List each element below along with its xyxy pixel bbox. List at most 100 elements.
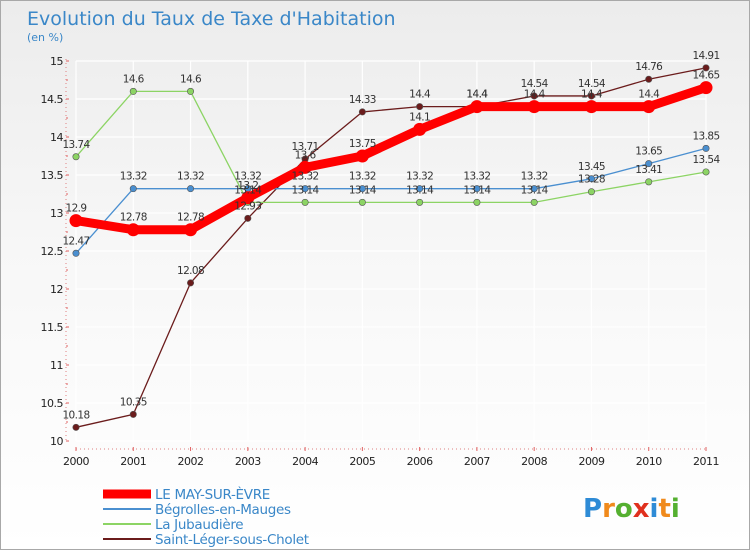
logo-letter: r (602, 494, 615, 524)
x-tick-label: 2010 (636, 455, 662, 468)
data-label: 14.4 (524, 89, 546, 101)
data-label: 14.4 (466, 89, 488, 101)
x-tick-label: 2005 (349, 455, 375, 468)
series-point-0 (241, 191, 255, 205)
data-label: 10.18 (62, 409, 89, 421)
axes: 10 10.5 11 11.5 12 12.5 13 13.5 14 14.5 15 2000 2001… (41, 55, 720, 468)
x-tick-label: 2004 (292, 455, 318, 468)
data-label: 13.6 (295, 149, 317, 161)
x-tick-label: 2003 (235, 455, 261, 468)
data-label: 13.74 (62, 139, 90, 151)
data-label: 12.9 (66, 203, 87, 215)
series-point-0 (470, 100, 484, 114)
data-label: 14.54 (578, 78, 606, 90)
y-tick-label: 14.5 (41, 93, 64, 106)
logo-letter: P (583, 494, 602, 524)
chart-title: Evolution du Taux de Taxe d'Habitation (27, 8, 396, 30)
data-label: 13.85 (692, 130, 719, 142)
y-tick-label: 13.5 (41, 169, 64, 182)
data-label: 14.1 (409, 111, 430, 123)
data-label: 13.32 (406, 171, 433, 183)
series-point-3 (244, 214, 252, 222)
data-label: 13.32 (349, 171, 376, 183)
series-point-0 (126, 223, 140, 237)
series-point-3 (416, 103, 424, 111)
data-label: 13.75 (349, 138, 376, 150)
x-tick-label: 2002 (178, 455, 204, 468)
series-point-0 (69, 214, 83, 228)
data-label: 13.71 (292, 141, 319, 153)
data-label: 10.35 (120, 396, 147, 408)
series-line-0 (71, 83, 711, 235)
proxiti-logo: Proxiti (583, 494, 680, 524)
chart-subtitle: (en %) (27, 31, 63, 44)
series-point-0 (355, 149, 369, 163)
data-label: 13.14 (349, 184, 377, 196)
series-point-3 (645, 75, 653, 83)
logo-letter: i (671, 494, 680, 524)
x-tick-label: 2001 (120, 455, 146, 468)
series-line-2 (75, 90, 707, 204)
logo-letter: x (633, 494, 650, 524)
y-tick-label: 12 (50, 283, 63, 296)
data-label: 12.78 (177, 212, 204, 224)
data-label: 14.6 (123, 73, 145, 85)
data-label: 13.32 (177, 171, 204, 183)
x-tick-label: 2011 (693, 455, 719, 468)
data-label: 13.14 (463, 184, 491, 196)
series-point-2 (301, 198, 309, 206)
legend-label: Saint-Léger-sous-Cholet (155, 532, 309, 548)
series-point-0 (642, 100, 656, 114)
series-point-2 (587, 188, 595, 196)
series-point-0 (413, 122, 427, 136)
y-tick-label: 12.5 (41, 245, 64, 258)
series-point-3 (530, 92, 538, 100)
data-label: 12.08 (177, 265, 204, 277)
series-point-1 (645, 160, 653, 168)
y-tick-label: 10 (50, 435, 63, 448)
data-label: 13.14 (521, 184, 549, 196)
series-point-0 (699, 81, 713, 95)
x-tick-label: 2008 (521, 455, 547, 468)
logo-letter: t (658, 494, 670, 524)
y-tick-label: 10.5 (41, 397, 64, 410)
series-point-3 (358, 108, 366, 116)
series-point-0 (184, 223, 198, 237)
series-point-2 (530, 198, 538, 206)
series-point-3 (187, 279, 195, 287)
data-label: 13.32 (120, 171, 147, 183)
legend-label: La Jubaudière (155, 517, 243, 533)
x-tick-label: 2006 (407, 455, 433, 468)
x-tick-label: 2000 (63, 455, 89, 468)
series-point-0 (298, 160, 312, 174)
series-point-2 (358, 198, 366, 206)
data-label: 13.32 (521, 171, 548, 183)
data-label: 13.14 (292, 184, 320, 196)
series-point-2 (187, 87, 195, 95)
series-point-2 (416, 198, 424, 206)
series-point-2 (129, 87, 137, 95)
data-label: 14.4 (466, 89, 488, 101)
data-label: 13.54 (692, 154, 720, 166)
series-point-1 (72, 249, 80, 257)
series-point-2 (645, 178, 653, 186)
series-point-2 (702, 168, 710, 176)
grid (75, 60, 707, 442)
series-point-1 (301, 185, 309, 193)
series-point-1 (702, 144, 710, 152)
x-tick-label: 2009 (578, 455, 604, 468)
y-tick-label: 15 (50, 55, 63, 68)
series-point-3 (72, 423, 80, 431)
data-label: 13.32 (463, 171, 490, 183)
data-label: 13.2 (237, 180, 258, 192)
data-label: 13.14 (406, 184, 434, 196)
series-point-0 (527, 100, 541, 114)
series-line-1 (75, 147, 707, 254)
series-point-3 (129, 410, 137, 418)
data-label: 13.14 (234, 184, 262, 196)
data-label: 13.41 (635, 164, 662, 176)
data-label: 14.6 (180, 73, 202, 85)
